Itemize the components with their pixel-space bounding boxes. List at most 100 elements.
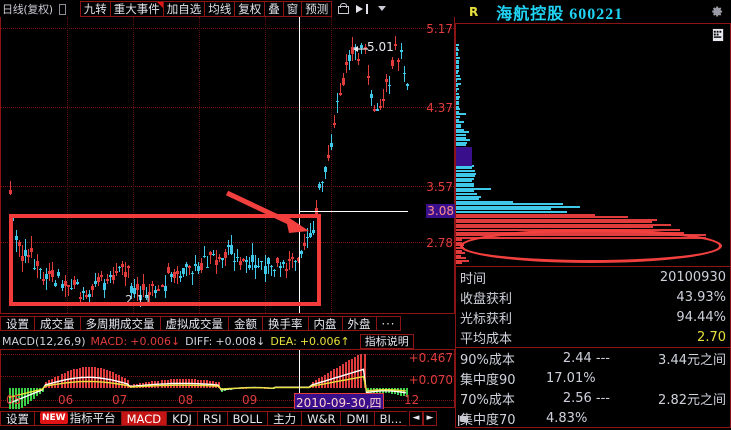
chart-toolbar: 日线(复权) 九转 重大事件 加自选 均线 复权 叠 窗 预测	[0, 0, 455, 17]
chip-bar	[456, 67, 459, 69]
toolbar-btn-major-events[interactable]: 重大事件	[110, 1, 163, 17]
tab-indicator-settings[interactable]: 设置	[0, 411, 34, 426]
chip-bar	[456, 206, 580, 208]
scroll-right-icon[interactable]: ►	[423, 411, 437, 426]
candle-body	[321, 182, 324, 183]
row-mid-value: 2.56 ---	[538, 391, 610, 406]
chip-bar	[456, 190, 474, 192]
chip-bar	[456, 131, 469, 133]
chip-bar	[456, 101, 459, 103]
row-label: 70%成本	[460, 389, 538, 408]
chip-bar	[456, 111, 459, 113]
toolbar-btn-forecast[interactable]: 预测	[301, 1, 332, 17]
table-row: 光标获利 94.44%	[456, 307, 730, 327]
date-tick: 07	[112, 393, 127, 407]
tab-boll[interactable]: BOLL	[227, 411, 268, 426]
chip-bar	[456, 250, 462, 252]
tab-outer-volume[interactable]: 外盘	[342, 316, 376, 331]
date-tick: 09	[242, 393, 257, 407]
row-label: 收盘获利	[460, 288, 512, 307]
chip-bar	[456, 60, 459, 62]
chip-bar	[456, 255, 461, 257]
toolbar-btn-window[interactable]: 窗	[283, 1, 302, 17]
chip-bar	[456, 103, 459, 105]
chip-bar	[456, 126, 461, 128]
chip-bar	[456, 124, 461, 126]
note-icon[interactable]	[711, 27, 726, 41]
toolbar-btn-overlay[interactable]: 叠	[264, 1, 283, 17]
lock-icon[interactable]	[332, 3, 352, 14]
tab-turnover-rate[interactable]: 换手率	[262, 316, 308, 331]
tab-virtual-volume[interactable]: 虚拟成交量	[160, 316, 229, 331]
chip-bar	[456, 188, 491, 190]
candle-body	[318, 184, 321, 188]
chip-bar	[456, 49, 459, 51]
tab-macd[interactable]: MACD	[121, 411, 166, 426]
tab-more[interactable]: ···	[376, 316, 402, 331]
chip-histogram[interactable]	[455, 23, 731, 266]
tab-inner-volume[interactable]: 内盘	[308, 316, 342, 331]
candle-body	[339, 93, 342, 95]
chip-bar	[456, 144, 466, 146]
candle-wick	[322, 181, 323, 192]
chip-bar	[456, 142, 467, 144]
table-row: 70%成本 2.56 --- 2.82元之间	[456, 388, 730, 408]
date-tick: 12	[404, 393, 419, 407]
candle-body	[370, 94, 373, 98]
chevron-down-icon[interactable]	[372, 6, 392, 11]
tab-bias[interactable]: BI...	[374, 411, 407, 426]
tab-rsi[interactable]: RSI	[197, 411, 227, 426]
tab-wr[interactable]: W&R	[301, 411, 340, 426]
candle-body	[324, 167, 327, 172]
chip-bar	[456, 211, 567, 213]
candle-body	[382, 99, 385, 101]
chip-bar	[456, 214, 595, 216]
new-badge: NEW	[40, 412, 68, 424]
tab-multi-period-volume[interactable]: 多周期成交量	[80, 316, 160, 331]
chip-bar	[456, 57, 460, 59]
row-mid-value: 2.44 ---	[538, 351, 610, 366]
chip-bar	[456, 88, 459, 90]
tab-volume[interactable]: 成交量	[34, 316, 80, 331]
chip-bar	[456, 226, 653, 228]
toolbar-btn-moving-average[interactable]: 均线	[204, 1, 234, 17]
toolbar-btn-add-watchlist[interactable]: 加自选	[163, 1, 205, 17]
flag-icon[interactable]	[457, 411, 470, 422]
tab-main-force[interactable]: 主力	[267, 411, 301, 426]
tab-settings[interactable]: 设置	[0, 316, 34, 331]
chart-period-label[interactable]: 日线(复权)	[0, 1, 53, 17]
scroll-left-icon[interactable]: ◄	[409, 411, 423, 426]
candle-body	[403, 73, 406, 74]
tab-amount[interactable]: 金额	[228, 316, 262, 331]
candle-wick	[386, 74, 387, 92]
chip-bar	[456, 139, 470, 141]
chip-bar	[456, 178, 474, 180]
chip-bar	[456, 108, 460, 110]
chip-bar	[456, 90, 457, 92]
tab-dmi[interactable]: DMI	[340, 411, 373, 426]
chip-bar	[456, 70, 459, 72]
toolbar-btn-jiuzhuan[interactable]: 九转	[80, 1, 110, 17]
candle-wick	[337, 93, 338, 112]
dea-label: DEA:	[270, 335, 296, 348]
candle-body	[385, 79, 388, 82]
tab-kdj[interactable]: KDJ	[166, 411, 197, 426]
price-tick: 5.17	[426, 22, 453, 36]
chip-bar	[456, 257, 466, 259]
stock-header: R 海航控股 600221	[455, 0, 731, 23]
tab-indicator-platform[interactable]: NEW 指标平台	[34, 411, 121, 426]
chip-bar	[456, 173, 476, 175]
candle-wick	[404, 66, 405, 82]
chip-bar	[456, 167, 472, 169]
chart-area: 日线(复权) 九转 重大事件 加自选 均线 复权 叠 窗 预测	[0, 0, 455, 428]
chip-bar	[456, 106, 459, 108]
candle-wick	[331, 134, 332, 150]
indicator-help-button[interactable]: 指标说明	[360, 334, 414, 349]
date-tick: 05	[6, 393, 21, 407]
jump-to-latest-icon[interactable]	[352, 4, 372, 14]
candle-body	[397, 60, 400, 62]
gear-icon[interactable]	[709, 4, 724, 19]
price-candlestick-chart[interactable]: 5.01 2.11	[0, 17, 455, 314]
candle-body	[330, 143, 333, 147]
toolbar-btn-adjusted[interactable]: 复权	[234, 1, 264, 17]
